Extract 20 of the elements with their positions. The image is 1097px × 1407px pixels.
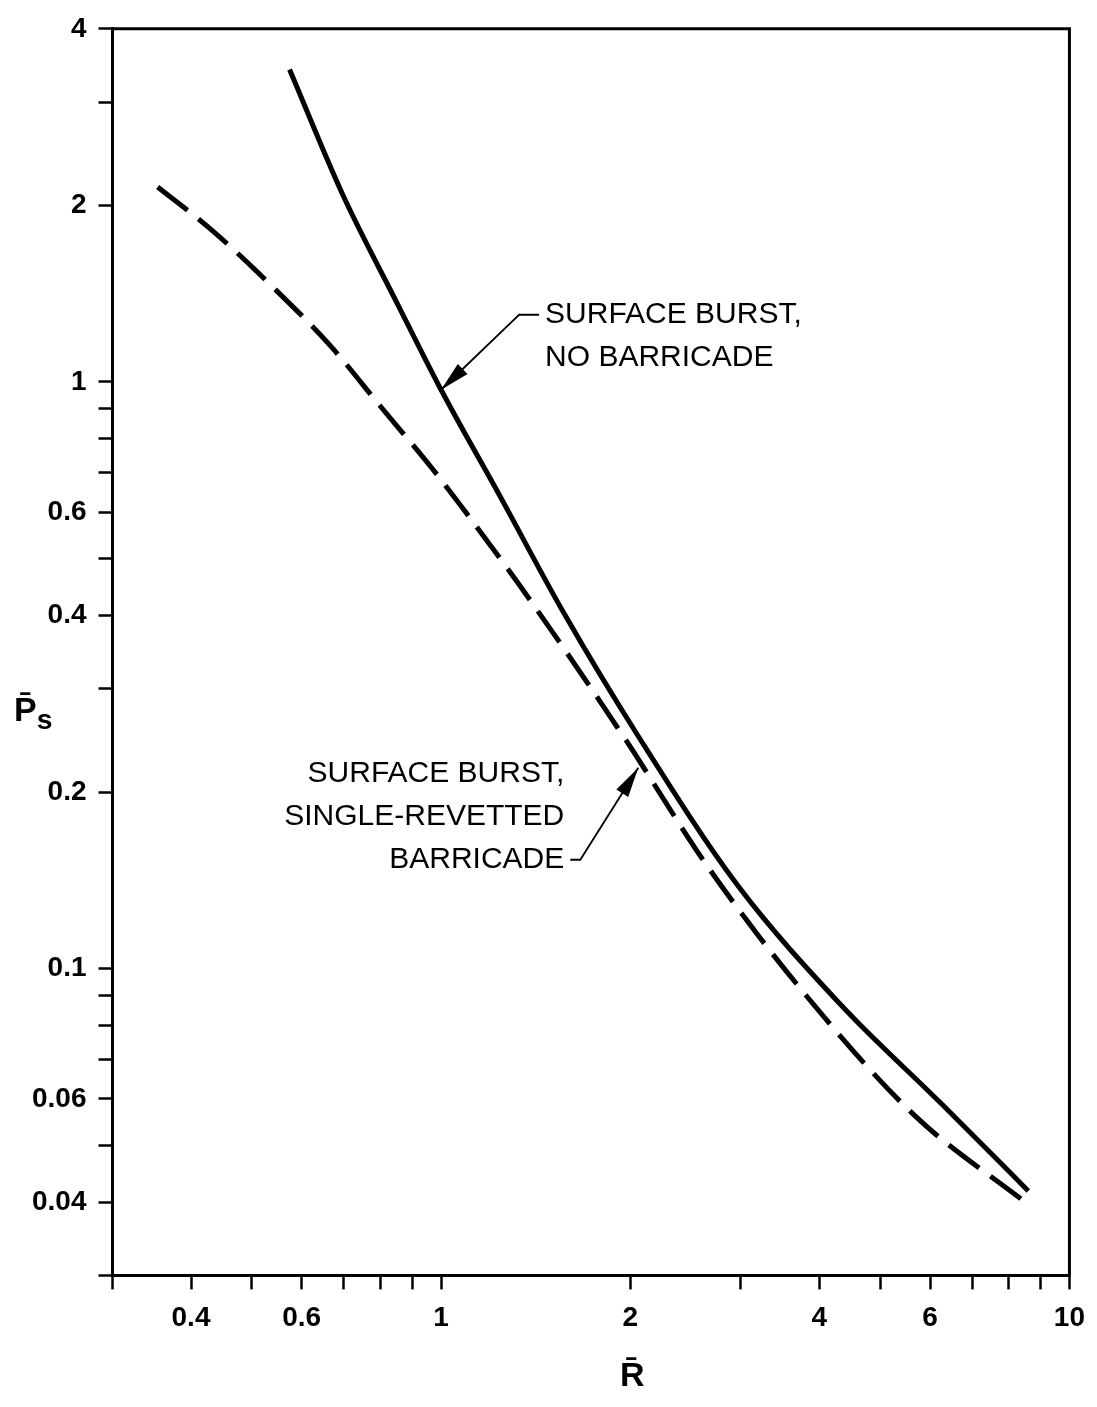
x-tick-label: 4 — [811, 1300, 828, 1332]
x-tick-label: 1 — [433, 1300, 449, 1332]
x-tick-label: 10 — [1053, 1300, 1086, 1332]
y-tick-label: 2 — [70, 188, 87, 220]
annotation: SURFACE BURST, SINGLE-REVETTED BARRICADE — [284, 755, 565, 875]
x-tick-label: 6 — [922, 1300, 938, 1332]
y-tick-label: 4 — [70, 11, 87, 43]
y-tick-label: 0.6 — [47, 494, 87, 526]
y-tick-label: 1 — [70, 364, 87, 396]
y-tick-label: 0.4 — [47, 598, 87, 630]
x-tick-label: 0.4 — [171, 1300, 211, 1332]
annotation: SURFACE BURST, NO BARRICADE — [545, 296, 802, 373]
x-tick-label: 2 — [622, 1300, 638, 1332]
y-tick-label: 0.06 — [32, 1081, 87, 1113]
y-tick-label: 0.1 — [47, 951, 87, 983]
y-tick-label: 0.04 — [32, 1184, 87, 1216]
y-axis-title: P̄$_{s}$ — [14, 690, 53, 736]
x-tick-label: 0.6 — [282, 1300, 322, 1332]
x-axis-title: R̄ — [620, 1355, 645, 1394]
y-tick-label: 0.2 — [47, 774, 87, 806]
